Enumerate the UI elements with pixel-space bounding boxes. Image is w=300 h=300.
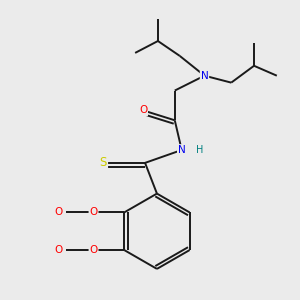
Text: N: N <box>201 71 208 81</box>
Text: O: O <box>89 245 98 255</box>
Text: S: S <box>100 156 107 170</box>
Text: O: O <box>139 105 147 116</box>
Text: H: H <box>196 145 203 155</box>
Text: O: O <box>89 207 98 218</box>
Text: O: O <box>55 207 63 218</box>
Text: O: O <box>55 245 63 255</box>
Text: N: N <box>178 145 186 155</box>
